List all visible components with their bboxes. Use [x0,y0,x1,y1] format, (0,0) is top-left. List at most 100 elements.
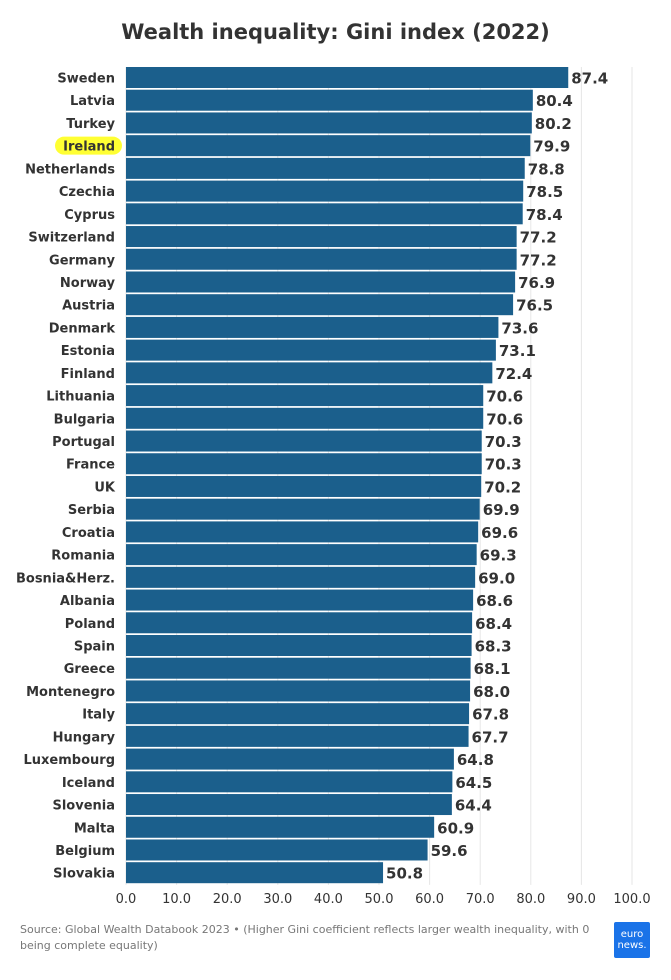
category-label: Serbia [68,503,115,518]
bar [126,748,454,770]
category-label: Slovakia [53,867,115,882]
x-tick-label: 90.0 [567,892,596,907]
value-label: 77.2 [520,251,557,269]
logo-line-2: news. [617,940,647,951]
bar [126,339,496,361]
bar [126,839,428,861]
category-label: Albania [60,594,115,609]
value-label: 64.4 [455,797,492,815]
value-labels: 87.4 80.4 80.2 79.9 78.8 78.5 78.4 77.2 77.2 76.9… [386,70,608,883]
x-tick-label: 10.0 [162,892,191,907]
value-label: 73.1 [499,342,536,360]
highlight-marker [55,136,122,155]
bar [126,362,493,384]
bar [126,407,484,429]
category-label: Norway [60,276,116,291]
x-tick-label: 20.0 [213,892,242,907]
value-label: 77.2 [520,229,557,247]
category-label: Hungary [53,730,116,745]
bar [126,725,469,747]
category-label: Montenegro [26,685,115,700]
bar [126,203,523,225]
bar [126,385,484,407]
bar [126,271,516,293]
x-tick-label: 0.0 [116,892,137,907]
category-label: Belgium [55,844,115,859]
bar [126,521,479,543]
category-label: Latvia [70,94,115,109]
bar [126,589,474,611]
category-label: Germany [49,253,115,268]
x-tick-label: 60.0 [415,892,444,907]
bar [126,703,470,725]
value-label: 72.4 [495,365,532,383]
category-label: Spain [74,640,115,655]
x-tick-label: 40.0 [314,892,343,907]
value-label: 68.6 [476,592,513,610]
category-label: Austria [62,299,115,314]
category-label: Sweden [57,72,115,87]
category-label: Finland [61,367,115,382]
bar [126,566,476,588]
bar [126,475,482,497]
highlight-layer [55,136,122,155]
value-label: 78.5 [526,183,563,201]
value-label: 60.9 [437,819,474,837]
value-label: 76.5 [516,297,553,315]
category-label: Slovenia [52,799,115,814]
category-label: Portugal [52,435,115,450]
value-label: 70.6 [486,388,523,406]
category-label: Denmark [49,321,116,336]
category-label: Netherlands [25,162,115,177]
bar [126,794,452,816]
value-label: 80.2 [535,115,572,133]
value-label: 70.3 [485,433,522,451]
value-label: 64.8 [457,751,494,769]
category-label: Italy [82,708,115,723]
bar [126,112,532,134]
bar [126,816,435,838]
value-label: 73.6 [501,319,538,337]
value-label: 70.2 [484,478,521,496]
category-label: Ireland [63,140,115,155]
category-label: Turkey [66,117,115,132]
chart-title: Wealth inequality: Gini index (2022) [121,20,550,44]
value-label: 87.4 [571,70,608,88]
value-label: 78.8 [528,160,565,178]
category-label: France [66,458,115,473]
value-label: 67.8 [472,706,509,724]
category-label: Romania [51,549,115,564]
bar [126,771,453,793]
bar [126,430,482,452]
value-label: 80.4 [536,92,573,110]
source-note: Source: Global Wealth Databook 2023 • (H… [20,923,590,952]
bar [126,612,473,634]
value-label: 69.6 [481,524,518,542]
bar-chart: Sweden Latvia Turkey Ireland Netherlands Czec… [16,67,651,907]
category-label: Czechia [59,185,115,200]
bar [126,657,471,679]
value-label: 69.9 [483,501,520,519]
value-label: 67.7 [472,728,509,746]
category-label: Luxembourg [24,753,116,768]
value-label: 59.6 [431,842,468,860]
bar [126,67,569,88]
value-label: 70.6 [486,410,523,428]
bar [126,316,499,338]
euronews-logo: euro news. [614,922,650,958]
category-label: Malta [74,821,115,836]
bar [126,544,477,566]
value-label: 69.3 [480,547,517,565]
category-label: Lithuania [46,390,115,405]
bars [126,67,569,884]
bar [126,157,525,179]
value-label: 68.3 [475,638,512,656]
value-label: 69.0 [478,569,515,587]
logo-line-1: euro [620,929,644,940]
category-label: Poland [65,617,115,632]
value-label: 70.3 [485,456,522,474]
x-tick-label: 50.0 [365,892,394,907]
category-label: Switzerland [28,231,115,246]
value-label: 78.4 [526,206,563,224]
bar [126,180,524,202]
